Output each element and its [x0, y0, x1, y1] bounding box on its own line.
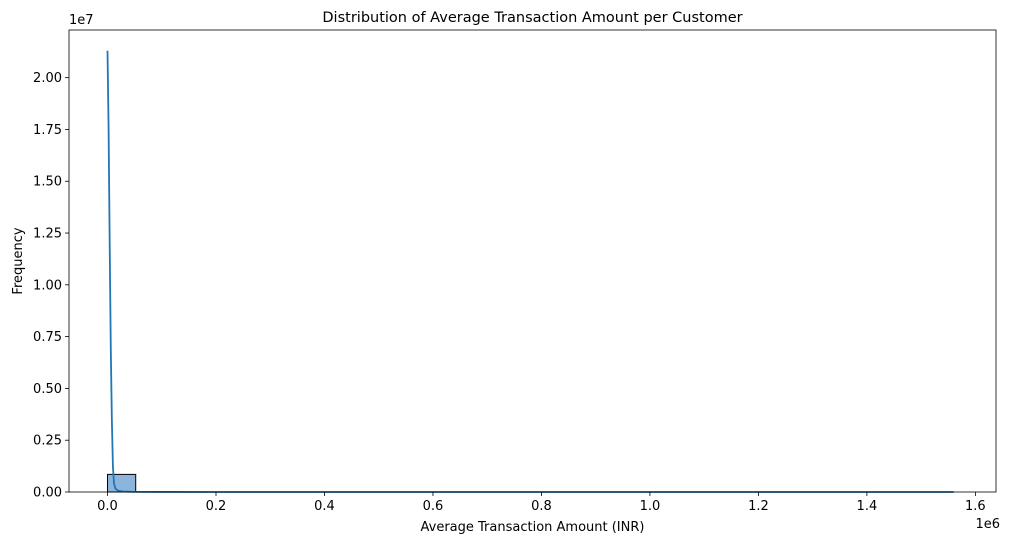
- x-tick-label: 0.4: [314, 499, 335, 514]
- x-tick-label: 1.4: [857, 499, 878, 514]
- histogram-bars: [107, 473, 137, 493]
- y-tick-label: 0.00: [33, 486, 62, 501]
- x-tick-label: 0.0: [97, 499, 118, 514]
- y-tick-label: 0.75: [33, 330, 62, 345]
- x-tick-label: 1.6: [965, 499, 986, 514]
- kde-curve-line: [106, 50, 954, 493]
- x-tick-label: 1.2: [748, 499, 769, 514]
- plot-frame: [68, 29, 997, 493]
- x-tick-label: 0.2: [206, 499, 227, 514]
- x-axis-ticks: 0.0 0.2 0.4 0.6 0.8 1.0 1.2 1.4 1.6: [97, 492, 986, 514]
- x-tick-label: 1.0: [640, 499, 661, 514]
- chart-title: Distribution of Average Transaction Amou…: [322, 10, 742, 26]
- y-tick-label: 1.75: [33, 123, 62, 138]
- x-offset-label: 1e6: [975, 517, 1000, 532]
- x-axis-label: Average Transaction Amount (INR): [421, 520, 645, 535]
- histogram-bar: [107, 473, 137, 493]
- y-tick-label: 0.50: [33, 382, 62, 397]
- x-tick-label: 0.6: [423, 499, 444, 514]
- y-tick-label: 0.25: [33, 434, 62, 449]
- y-tick-label: 1.25: [33, 227, 62, 242]
- y-tick-label: 2.00: [33, 71, 62, 86]
- y-axis-ticks: 0.00 0.25 0.50 0.75 1.00 1.25 1.50 1.75 2.00: [33, 71, 69, 501]
- x-tick-label: 0.8: [531, 499, 552, 514]
- y-tick-label: 1.50: [33, 175, 62, 190]
- y-axis-label: Frequency: [11, 227, 26, 294]
- y-offset-label: 1e7: [69, 13, 94, 28]
- y-tick-label: 1.00: [33, 278, 62, 293]
